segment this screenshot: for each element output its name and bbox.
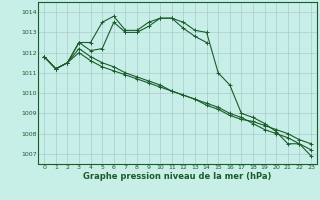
X-axis label: Graphe pression niveau de la mer (hPa): Graphe pression niveau de la mer (hPa) [84,172,272,181]
